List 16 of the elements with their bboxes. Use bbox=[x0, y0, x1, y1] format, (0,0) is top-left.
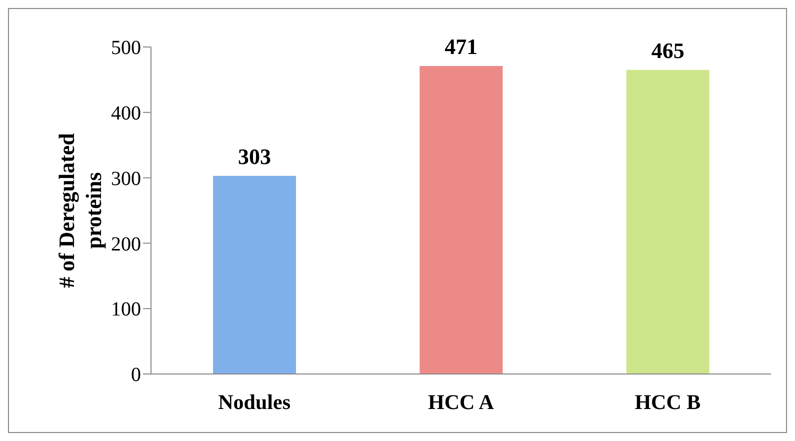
bar bbox=[420, 66, 503, 374]
data-label: 471 bbox=[444, 34, 478, 59]
bar bbox=[626, 70, 710, 374]
y-tick-label: 100 bbox=[111, 298, 141, 321]
y-tick-label: 400 bbox=[111, 102, 141, 124]
x-tick-label: HCC A bbox=[428, 390, 495, 414]
y-axis-title: # of Deregulated proteins bbox=[54, 133, 106, 288]
bar bbox=[213, 176, 296, 374]
y-tick-label: 500 bbox=[111, 37, 141, 60]
y-tick-label: 200 bbox=[111, 233, 141, 256]
data-label: 465 bbox=[651, 38, 684, 63]
x-tick-label: Nodules bbox=[218, 390, 291, 414]
y-tick-label: 300 bbox=[111, 168, 141, 190]
y-tick-label: 0 bbox=[131, 364, 141, 386]
x-tick-label: HCC B bbox=[634, 390, 701, 414]
data-label: 303 bbox=[238, 144, 271, 169]
